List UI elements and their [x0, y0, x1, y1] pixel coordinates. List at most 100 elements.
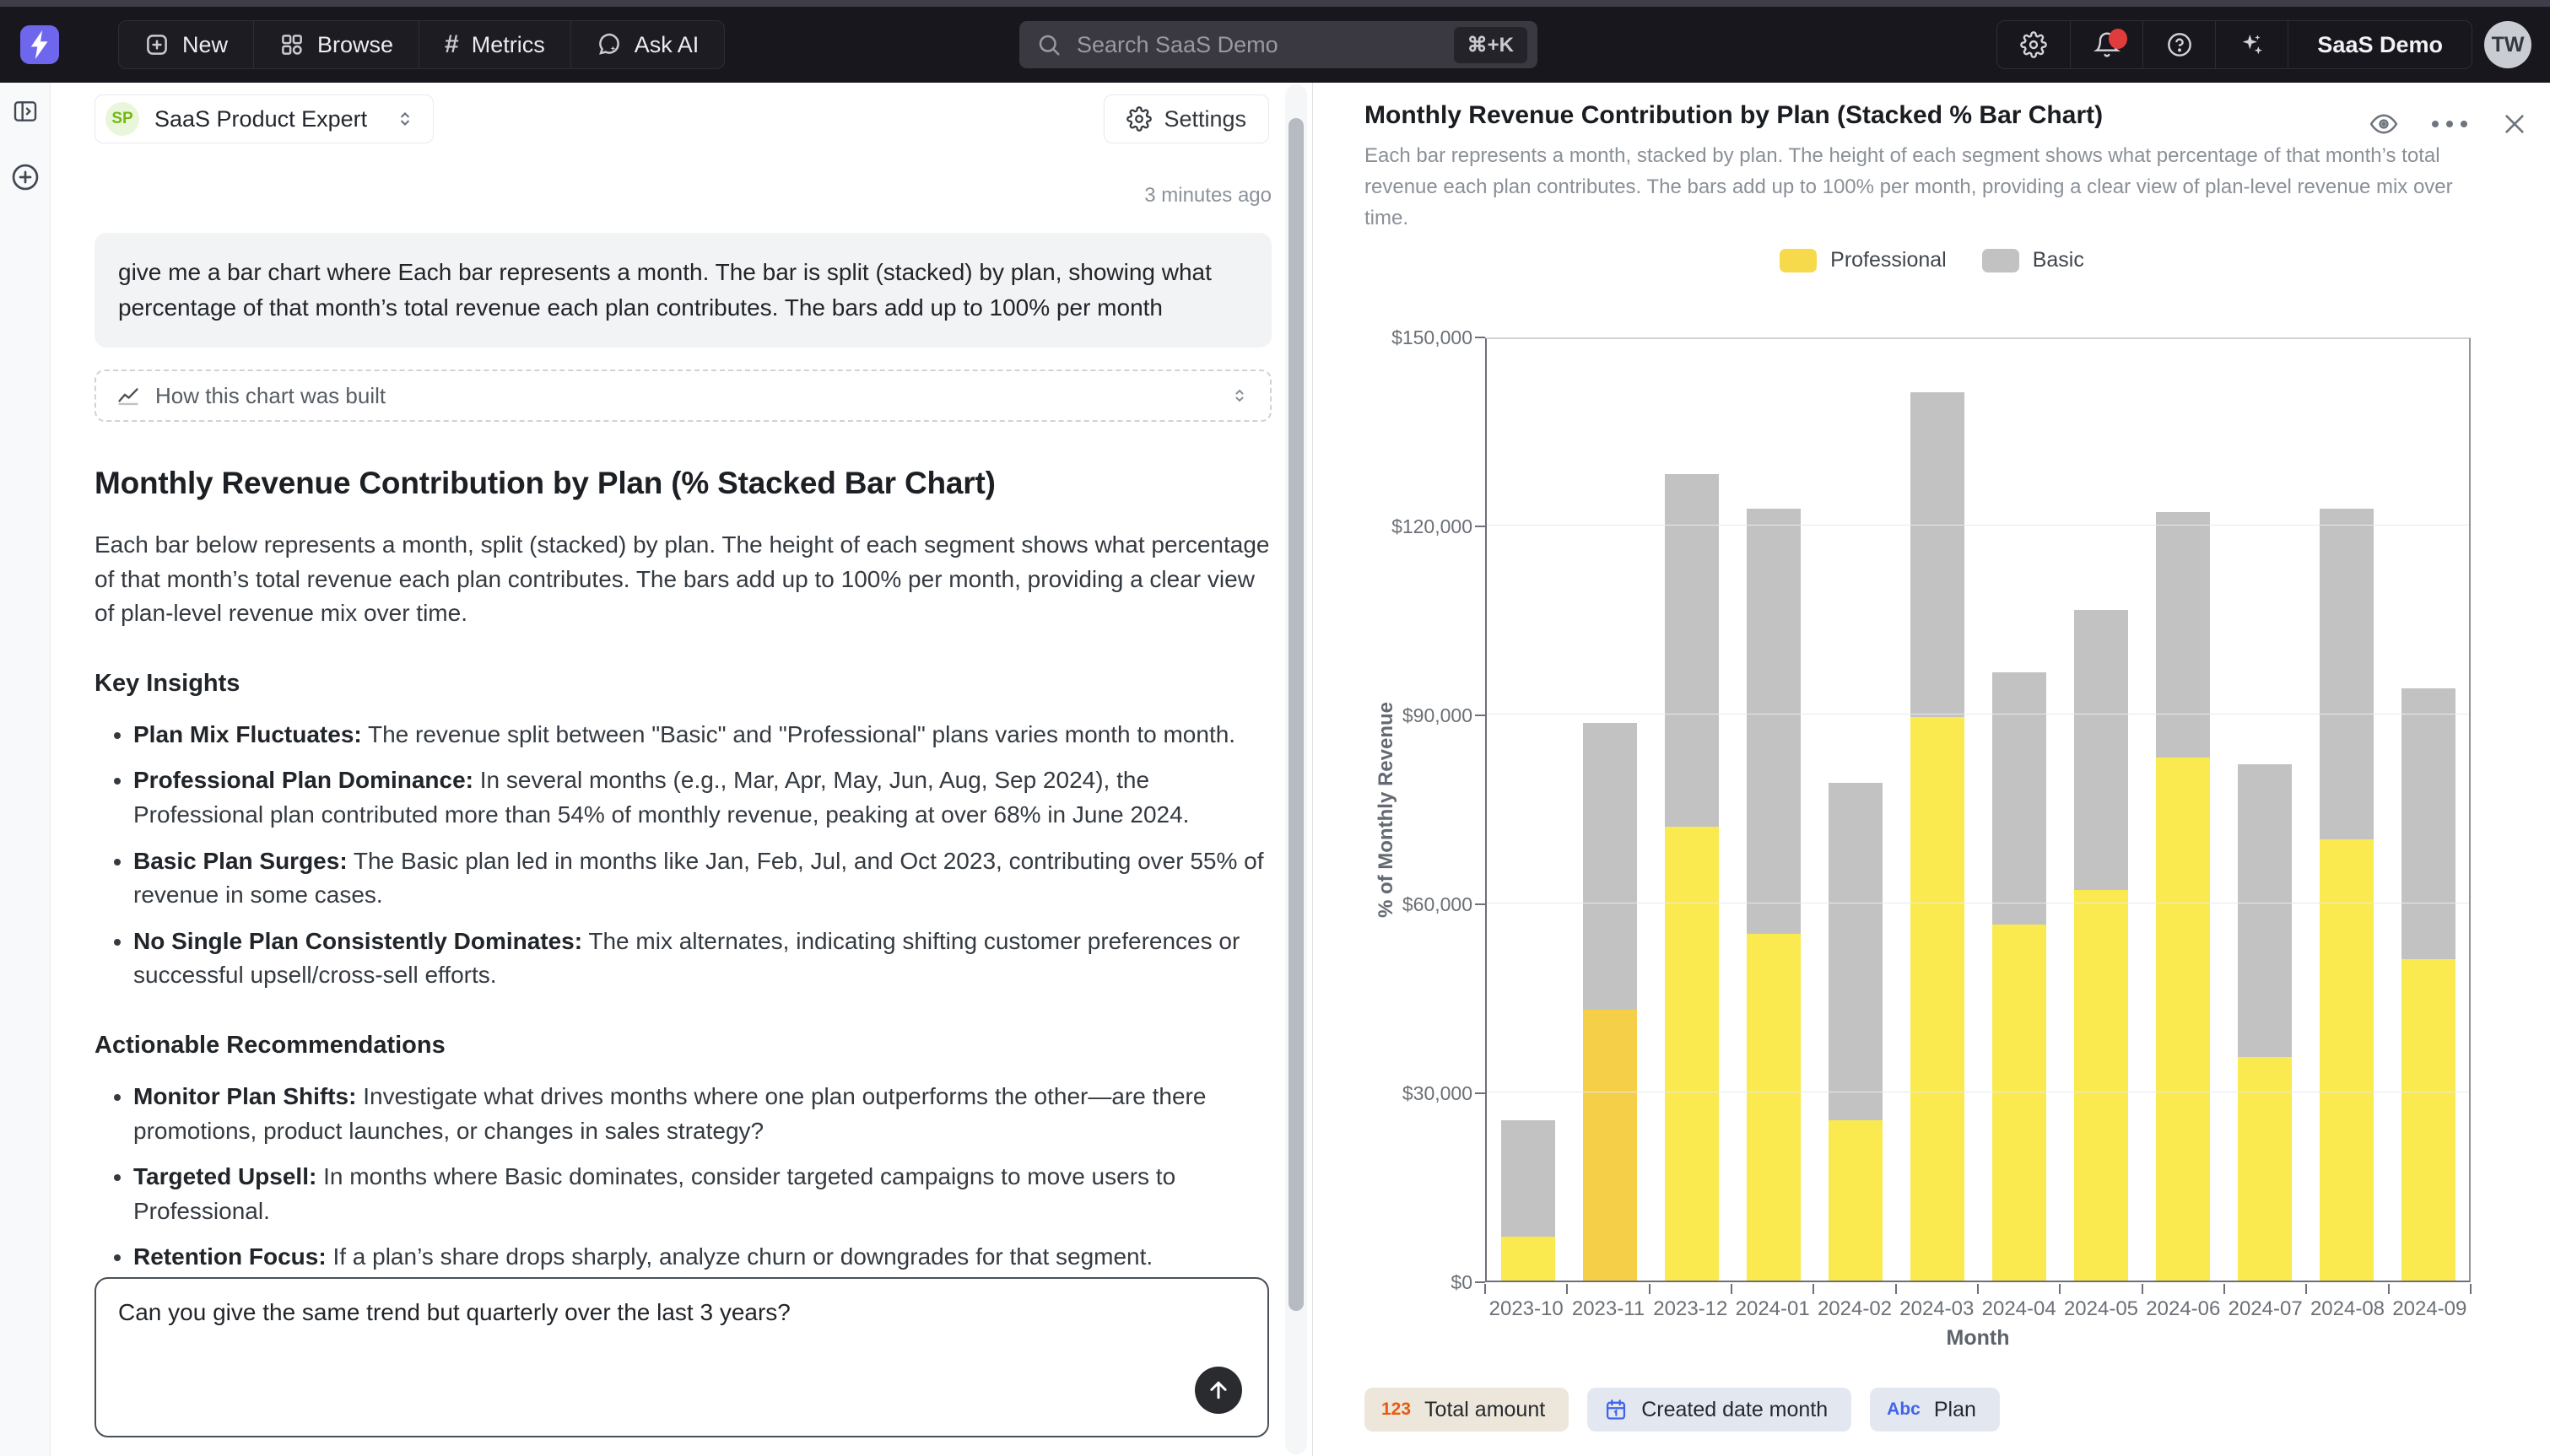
x-tick-label: 2023-12 — [1650, 1297, 1732, 1321]
how-chart-built-toggle[interactable]: How this chart was built — [95, 369, 1272, 422]
x-tick-label: 2024-05 — [2060, 1297, 2142, 1321]
bar-2024-07[interactable] — [2223, 339, 2305, 1281]
field-chip-label: Plan — [1934, 1398, 1976, 1422]
search-input[interactable] — [1077, 32, 1439, 58]
bar-2024-08[interactable] — [2305, 339, 2387, 1281]
chat-sparkle-icon — [597, 32, 622, 57]
y-tick-label: $120,000 — [1337, 515, 1472, 538]
help-button[interactable] — [2142, 21, 2215, 68]
notification-badge — [2109, 29, 2127, 49]
plus-square-icon — [144, 32, 170, 57]
agent-selector[interactable]: SP SaaS Product Expert — [95, 94, 434, 143]
x-tick-mark — [1566, 1284, 1568, 1294]
message-input[interactable]: Can you give the same trend but quarterl… — [96, 1279, 1267, 1436]
bar-2024-05[interactable] — [2060, 339, 2142, 1281]
notifications-button[interactable] — [2070, 21, 2142, 68]
bar-2024-03[interactable] — [1896, 339, 1978, 1281]
bar-segment-basic — [1665, 474, 1719, 827]
agent-settings-button[interactable]: Settings — [1104, 94, 1269, 143]
bar-segment-professional — [1501, 1237, 1555, 1281]
nav-button-group: New Browse # Metrics Ask AI — [118, 20, 725, 69]
list-item: Professional Plan Dominance: In several … — [133, 763, 1272, 832]
agent-avatar: SP — [105, 102, 139, 136]
bar-segment-professional — [1583, 1010, 1637, 1281]
how-chart-built-label: How this chart was built — [155, 383, 1202, 409]
x-tick-mark — [1895, 1284, 1897, 1294]
bar-segment-professional — [2074, 890, 2128, 1281]
gear-icon — [2020, 31, 2047, 58]
bar-segment-professional — [2320, 839, 2374, 1281]
bar-segment-basic — [1992, 672, 2046, 925]
left-rail — [0, 83, 51, 1456]
top-navbar: New Browse # Metrics Ask AI ⌘+K — [0, 7, 2550, 83]
y-axis-title: % of Monthly Revenue — [1375, 702, 1398, 918]
new-button[interactable]: New — [119, 21, 253, 68]
recommendations-list: Monitor Plan Shifts: Investigate what dr… — [95, 1080, 1272, 1275]
response-intro: Each bar below represents a month, split… — [95, 528, 1272, 631]
x-tick-mark — [2142, 1284, 2143, 1294]
chart-artifact-panel: Monthly Revenue Contribution by Plan (St… — [1314, 83, 2550, 1456]
x-tick-mark — [2059, 1284, 2061, 1294]
bar-2024-09[interactable] — [2387, 339, 2469, 1281]
bar-2024-02[interactable] — [1814, 339, 1896, 1281]
bar-2023-11[interactable] — [1569, 339, 1650, 1281]
y-tick-label: $150,000 — [1337, 326, 1472, 349]
app-logo[interactable] — [20, 25, 59, 64]
lightning-bolt-icon — [29, 30, 51, 59]
grid-icon — [279, 32, 305, 57]
ai-assistant-button[interactable] — [2215, 21, 2288, 68]
x-tick-label: 2024-04 — [1978, 1297, 2060, 1321]
global-search[interactable]: ⌘+K — [1019, 21, 1537, 68]
user-avatar[interactable]: TW — [2484, 21, 2531, 68]
search-icon — [1036, 32, 1062, 57]
bar-2023-10[interactable] — [1487, 339, 1569, 1281]
string-type-icon: Abc — [1887, 1399, 1921, 1420]
bar-segment-basic — [2401, 688, 2455, 959]
bar-segment-basic — [1747, 509, 1801, 934]
ask-ai-button[interactable]: Ask AI — [570, 21, 725, 68]
org-switcher-button[interactable]: SaaS Demo — [2288, 21, 2472, 68]
x-tick-mark — [1484, 1284, 1486, 1294]
field-chip-plan[interactable]: Abc Plan — [1870, 1388, 2000, 1432]
x-tick-mark — [2223, 1284, 2225, 1294]
x-axis-title: Month — [1485, 1326, 2471, 1351]
list-item: Targeted Upsell: In months where Basic d… — [133, 1160, 1272, 1228]
plot-area — [1485, 337, 2471, 1282]
metrics-label: Metrics — [472, 32, 545, 58]
x-tick-label: 2024-06 — [2142, 1297, 2224, 1321]
response-title: Monthly Revenue Contribution by Plan (% … — [95, 466, 1272, 501]
x-tick-label: 2024-03 — [1896, 1297, 1978, 1321]
new-thread-icon[interactable] — [10, 162, 41, 192]
bar-segment-basic — [1583, 723, 1637, 1010]
settings-nav-button[interactable] — [1997, 21, 2070, 68]
bar-2024-06[interactable] — [2142, 339, 2223, 1281]
insights-list: Plan Mix Fluctuates: The revenue split b… — [95, 718, 1272, 993]
browse-button[interactable]: Browse — [253, 21, 419, 68]
chip-row: 123Total amount Created date month Abc Plan — [1364, 1388, 2000, 1432]
field-chip-created-date-month[interactable]: Created date month — [1587, 1388, 1851, 1432]
metrics-button[interactable]: # Metrics — [419, 21, 570, 68]
bar-segment-professional — [1665, 827, 1719, 1281]
calendar-icon — [1604, 1398, 1628, 1421]
field-chip-total-amount[interactable]: 123Total amount — [1364, 1388, 1569, 1432]
bar-segment-basic — [2156, 512, 2210, 758]
gear-icon — [1126, 106, 1152, 132]
insights-heading: Key Insights — [95, 670, 1272, 698]
agent-name: SaaS Product Expert — [154, 106, 367, 132]
y-tick-label: $30,000 — [1337, 1082, 1472, 1105]
bar-2024-01[interactable] — [1732, 339, 1814, 1281]
x-tick-mark — [1977, 1284, 1979, 1294]
x-tick-mark — [1731, 1284, 1732, 1294]
sidebar-expand-icon[interactable] — [12, 98, 39, 125]
send-button[interactable] — [1195, 1367, 1242, 1414]
field-chip-label: Created date month — [1641, 1398, 1828, 1422]
field-chip-label: Total amount — [1424, 1398, 1545, 1422]
bar-segment-professional — [2401, 959, 2455, 1281]
scrollbar-thumb[interactable] — [1289, 118, 1304, 1311]
bar-2023-12[interactable] — [1650, 339, 1732, 1281]
bar-segment-basic — [2074, 610, 2128, 890]
x-tick-mark — [1649, 1284, 1650, 1294]
bar-2024-04[interactable] — [1978, 339, 2060, 1281]
list-item: Monitor Plan Shifts: Investigate what dr… — [133, 1080, 1272, 1148]
hash-icon: # — [445, 32, 459, 57]
